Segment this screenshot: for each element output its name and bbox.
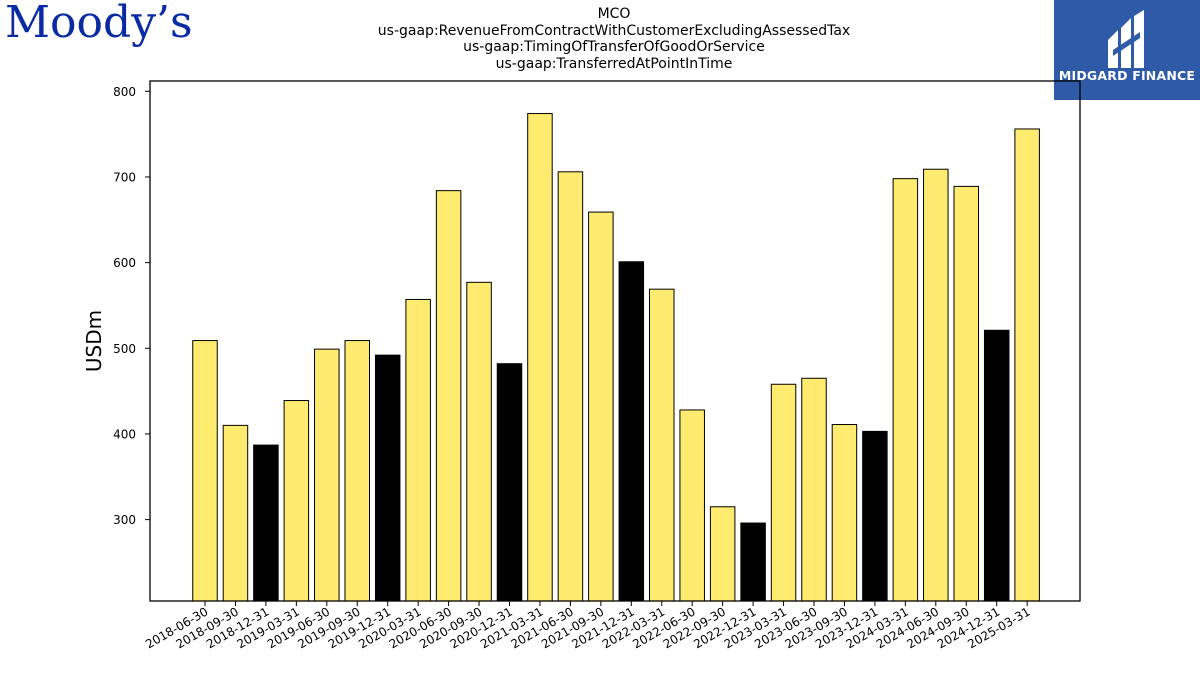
bar-2021-09-30: [588, 211, 614, 602]
chart-title: MCO us-gaap:RevenueFromContractWithCusto…: [0, 6, 1200, 72]
y-tick-label: 400: [113, 427, 136, 441]
bar-2018-06-30: [192, 340, 218, 602]
moodys-logo: Moody’s: [5, 0, 193, 48]
bars-group: [192, 113, 1040, 602]
bar-2020-09-30: [466, 281, 492, 602]
y-tick-label: 300: [113, 513, 136, 527]
midgard-mark-icon: [1108, 10, 1144, 68]
bar-2021-12-31: [618, 261, 645, 602]
bar-2021-06-30: [557, 171, 584, 602]
y-axis: 300 400 500 600 700 800: [113, 85, 150, 527]
title-line-concept: us-gaap:RevenueFromContractWithCustomerE…: [377, 22, 851, 39]
bar-2020-03-31: [405, 298, 431, 602]
bar-2022-03-31: [649, 288, 675, 602]
bar-2021-03-31: [527, 113, 553, 602]
bar-2024-12-31: [983, 329, 1010, 602]
bar-2024-03-31: [892, 178, 919, 602]
y-tick-label: 600: [113, 256, 136, 270]
title-line-timing: us-gaap:TimingOfTransferOfGoodOrService: [463, 39, 765, 55]
y-tick-label: 500: [113, 342, 136, 356]
y-tick-label: 800: [113, 85, 136, 99]
bar-2019-09-30: [344, 340, 370, 602]
bar-2020-12-31: [496, 363, 523, 602]
bar-2024-06-30: [923, 168, 949, 602]
plot-frame: [149, 80, 1081, 602]
bar-2022-06-30: [679, 409, 705, 602]
bar-2018-09-30: [222, 424, 249, 602]
title-line-company: MCO: [597, 6, 631, 22]
bar-2022-12-31: [740, 522, 766, 602]
y-tick-label: 700: [113, 170, 136, 184]
bar-2025-03-31: [1014, 128, 1040, 602]
bar-2018-12-31: [253, 444, 279, 602]
bar-2019-12-31: [374, 354, 401, 602]
bar-2019-06-30: [314, 348, 340, 602]
bar-2019-03-31: [283, 400, 310, 602]
bar-2022-09-30: [709, 506, 736, 602]
title-line-point: us-gaap:TransferredAtPointInTime: [495, 55, 733, 72]
bar-2023-06-30: [801, 377, 827, 602]
bar-2023-03-31: [770, 383, 797, 602]
bar-2020-06-30: [435, 190, 462, 602]
y-axis-label: USDm: [82, 310, 106, 372]
midgard-finance-logo: MIDGARD FINANCE: [1054, 0, 1200, 100]
bar-2023-12-31: [862, 430, 888, 602]
bar-2024-09-30: [953, 185, 979, 602]
midgard-finance-name: MIDGARD FINANCE: [1058, 68, 1196, 83]
bar-2023-09-30: [831, 424, 858, 602]
x-axis: 2018-06-302018-09-302018-12-312019-03-31…: [143, 601, 1033, 651]
